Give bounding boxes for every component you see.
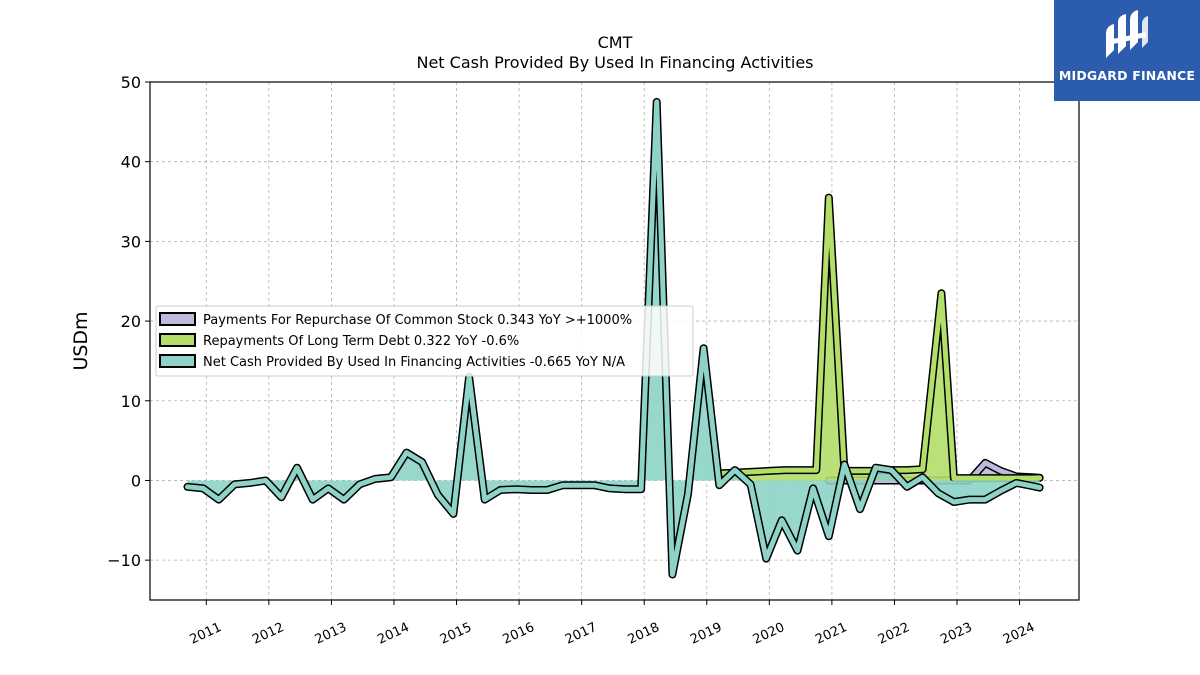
legend-label: Payments For Repurchase Of Common Stock … xyxy=(203,313,632,328)
x-tick-label: 2022 xyxy=(876,620,912,648)
series-line-3 xyxy=(185,99,1043,577)
legend-label: Net Cash Provided By Used In Financing A… xyxy=(203,355,625,370)
y-axis: −10 0 10 20 30 40 50 xyxy=(107,73,150,570)
logo-text: MIDGARD FINANCE xyxy=(1058,68,1196,83)
legend-swatch xyxy=(159,333,196,347)
y-tick-label: 50 xyxy=(121,73,141,92)
logo: MIDGARD FINANCE xyxy=(1054,0,1200,101)
x-tick-label: 2014 xyxy=(375,620,411,648)
y-tick-label: 0 xyxy=(131,471,141,490)
plot-frame xyxy=(149,81,1080,601)
x-tick-label: 2015 xyxy=(438,620,474,648)
y-tick-label: 10 xyxy=(121,392,141,411)
chart-subtitle: Net Cash Provided By Used In Financing A… xyxy=(416,53,813,72)
series-group xyxy=(183,97,1044,579)
legend-swatch xyxy=(159,312,196,326)
x-tick-label: 2017 xyxy=(563,620,599,648)
series-outline-2 xyxy=(718,193,1044,483)
y-tick-label: 30 xyxy=(121,232,141,251)
y-tick-label: −10 xyxy=(107,551,141,570)
x-tick-label: 2016 xyxy=(500,620,536,648)
x-tick-label: 2020 xyxy=(751,620,787,648)
x-tick-label: 2011 xyxy=(188,620,224,648)
x-axis: 2011 2012 2013 2014 2015 2016 2017 2018 2019 2020… xyxy=(188,600,1037,648)
x-tick-label: 2018 xyxy=(626,620,662,648)
y-tick-label: 20 xyxy=(121,312,141,331)
x-tick-label: 2023 xyxy=(938,620,974,648)
legend-label: Repayments Of Long Term Debt 0.322 YoY -… xyxy=(203,334,519,349)
series-line-2 xyxy=(719,195,1043,481)
y-tick-label: 40 xyxy=(121,153,141,172)
legend-box xyxy=(155,305,694,377)
x-tick-label: 2024 xyxy=(1001,620,1037,648)
logo-mark-icon xyxy=(1106,10,1148,58)
chart-title: CMT xyxy=(598,33,633,52)
legend-swatch xyxy=(159,354,196,368)
x-tick-label: 2019 xyxy=(688,620,724,648)
legend: Payments For Repurchase Of Common Stock … xyxy=(155,305,694,377)
x-tick-label: 2012 xyxy=(250,620,286,648)
series-area-2 xyxy=(722,197,1040,481)
x-tick-label: 2021 xyxy=(813,620,849,648)
x-tick-label: 2013 xyxy=(313,620,349,648)
y-axis-label: USDm xyxy=(70,311,92,370)
